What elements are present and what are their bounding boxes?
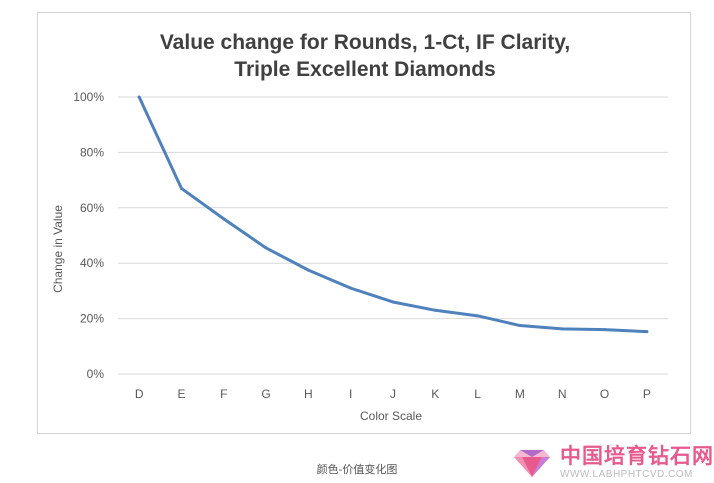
- line-chart: 0% 20% 40% 60% 80% 100% D E F G H I J K L M N O P Value c…: [51, 31, 668, 423]
- diamond-logo-icon: [514, 450, 550, 477]
- x-tick-label: F: [220, 387, 227, 401]
- data-point: [391, 300, 395, 304]
- watermark: 中国培育钻石网 WWW.LABHPHTCVD.COM: [512, 446, 714, 480]
- chart-frame: 0% 20% 40% 60% 80% 100% D E F G H I J K L M N O P Value c…: [37, 12, 691, 434]
- x-tick-label: I: [349, 387, 352, 401]
- x-tick-label: N: [558, 387, 567, 401]
- watermark-chinese: 中国培育钻石网: [560, 444, 714, 468]
- y-tick-label: 80%: [80, 145, 104, 159]
- x-tick-label: H: [304, 387, 313, 401]
- y-tick-label: 20%: [80, 312, 104, 326]
- data-point: [603, 328, 607, 332]
- chart-title-line-1: Value change for Rounds, 1-Ct, IF Clarit…: [160, 31, 570, 54]
- y-tick-label: 0%: [87, 367, 105, 381]
- data-point: [433, 308, 437, 312]
- data-point: [560, 327, 564, 331]
- x-tick-label: K: [431, 387, 439, 401]
- y-axis-ticks: 0% 20% 40% 60% 80% 100%: [73, 90, 104, 381]
- x-tick-label: D: [135, 387, 144, 401]
- y-axis-label: Change in Value: [51, 205, 65, 293]
- x-tick-label: E: [177, 387, 185, 401]
- figure-caption: 颜色-价值变化图: [316, 464, 398, 476]
- x-axis-label: Color Scale: [360, 409, 422, 423]
- data-point: [645, 330, 649, 334]
- data-point: [264, 246, 268, 250]
- y-tick-label: 60%: [80, 201, 104, 215]
- y-tick-label: 40%: [80, 256, 104, 270]
- x-axis-ticks: D E F G H I J K L M N O P: [135, 387, 651, 401]
- data-point: [179, 186, 183, 190]
- watermark-english: WWW.LABHPHTCVD.COM: [560, 469, 693, 480]
- data-point: [222, 217, 226, 221]
- data-point: [306, 268, 310, 272]
- gridlines: [118, 96, 668, 375]
- x-tick-label: J: [390, 387, 396, 401]
- x-tick-label: M: [515, 387, 525, 401]
- x-tick-label: G: [261, 387, 270, 401]
- chart-title-line-2: Triple Excellent Diamonds: [234, 58, 495, 81]
- series-line: [137, 95, 649, 334]
- data-point: [349, 286, 353, 290]
- x-tick-label: P: [643, 387, 651, 401]
- data-point: [137, 95, 141, 99]
- series-layer: [137, 95, 649, 334]
- y-tick-label: 100%: [73, 90, 104, 104]
- data-point: [518, 324, 522, 328]
- data-point: [476, 314, 480, 318]
- x-tick-label: O: [600, 387, 609, 401]
- x-tick-label: L: [474, 387, 481, 401]
